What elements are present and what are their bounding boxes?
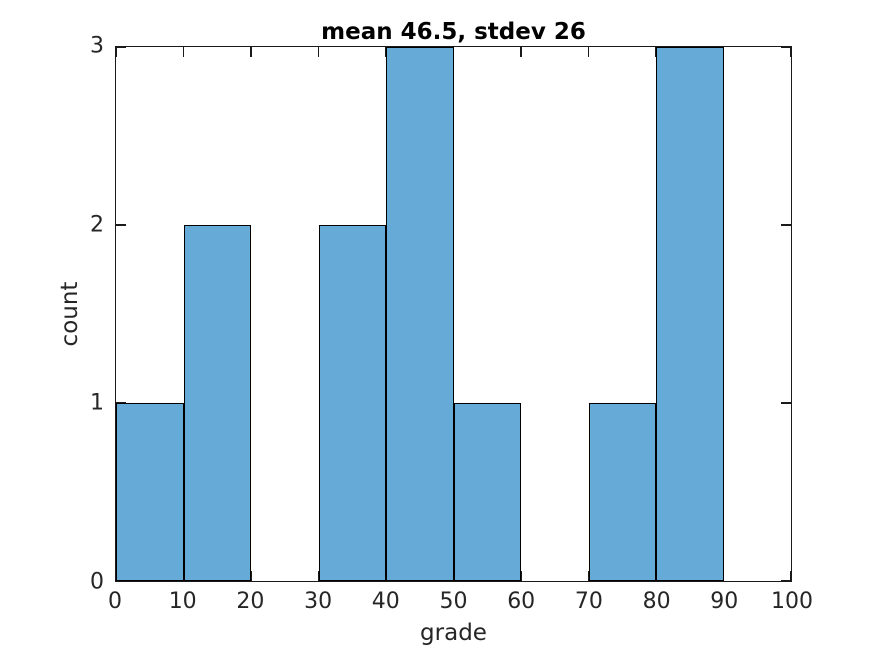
x-tick-mark xyxy=(182,47,185,57)
x-tick-label: 60 xyxy=(507,589,536,614)
histogram-bar xyxy=(318,225,386,581)
chart-title: mean 46.5, stdev 26 xyxy=(321,19,586,45)
x-tick-label: 100 xyxy=(771,589,813,614)
x-tick-mark xyxy=(520,47,522,57)
y-tick-mark xyxy=(781,46,791,48)
y-tick-mark xyxy=(116,224,126,226)
y-tick-labels: 0 1 2 3 xyxy=(30,34,104,595)
x-tick-label: 80 xyxy=(642,589,671,614)
x-tick-label: 50 xyxy=(439,589,468,614)
x-tick-label: 70 xyxy=(574,589,603,614)
x-axis-label: grade xyxy=(420,620,487,646)
x-tick-mark xyxy=(587,47,590,57)
histogram-bar xyxy=(656,47,724,581)
x-tick-label: 40 xyxy=(371,589,400,614)
x-tick-label: 30 xyxy=(304,589,333,614)
x-tick-mark xyxy=(250,47,252,57)
x-tick-mark xyxy=(520,571,522,581)
x-tick-mark xyxy=(790,571,792,581)
x-tick-mark xyxy=(722,571,725,581)
histogram-bar xyxy=(588,403,656,581)
x-tick-label: 20 xyxy=(236,589,265,614)
bars-layer xyxy=(116,47,791,581)
x-tick-mark xyxy=(790,47,792,57)
histogram-bar xyxy=(116,403,184,581)
y-tick-mark xyxy=(116,580,126,582)
y-tick-mark xyxy=(781,580,791,582)
x-tick-mark xyxy=(115,47,117,57)
y-tick-mark xyxy=(781,224,791,226)
x-tick-mark xyxy=(722,47,725,57)
x-tick-label: 10 xyxy=(168,589,197,614)
x-tick-mark xyxy=(452,47,455,57)
x-tick-labels: 0 10 20 30 40 50 60 70 80 90 100 xyxy=(108,589,813,615)
y-tick-label: 1 xyxy=(90,390,104,416)
y-tick-mark xyxy=(116,46,126,48)
y-axis-label: count xyxy=(57,281,83,347)
histogram-bar xyxy=(386,47,454,581)
plot-area xyxy=(115,46,792,582)
y-tick-label: 2 xyxy=(90,212,104,238)
y-tick-label: 0 xyxy=(90,569,104,595)
histogram-bar xyxy=(183,225,251,581)
x-tick-label: 0 xyxy=(108,589,122,614)
x-tick-mark xyxy=(250,571,252,581)
y-tick-label: 3 xyxy=(90,33,104,59)
y-tick-mark xyxy=(781,402,791,404)
x-tick-mark xyxy=(317,47,320,57)
histogram-bar xyxy=(453,403,521,581)
x-tick-label: 90 xyxy=(710,589,739,614)
